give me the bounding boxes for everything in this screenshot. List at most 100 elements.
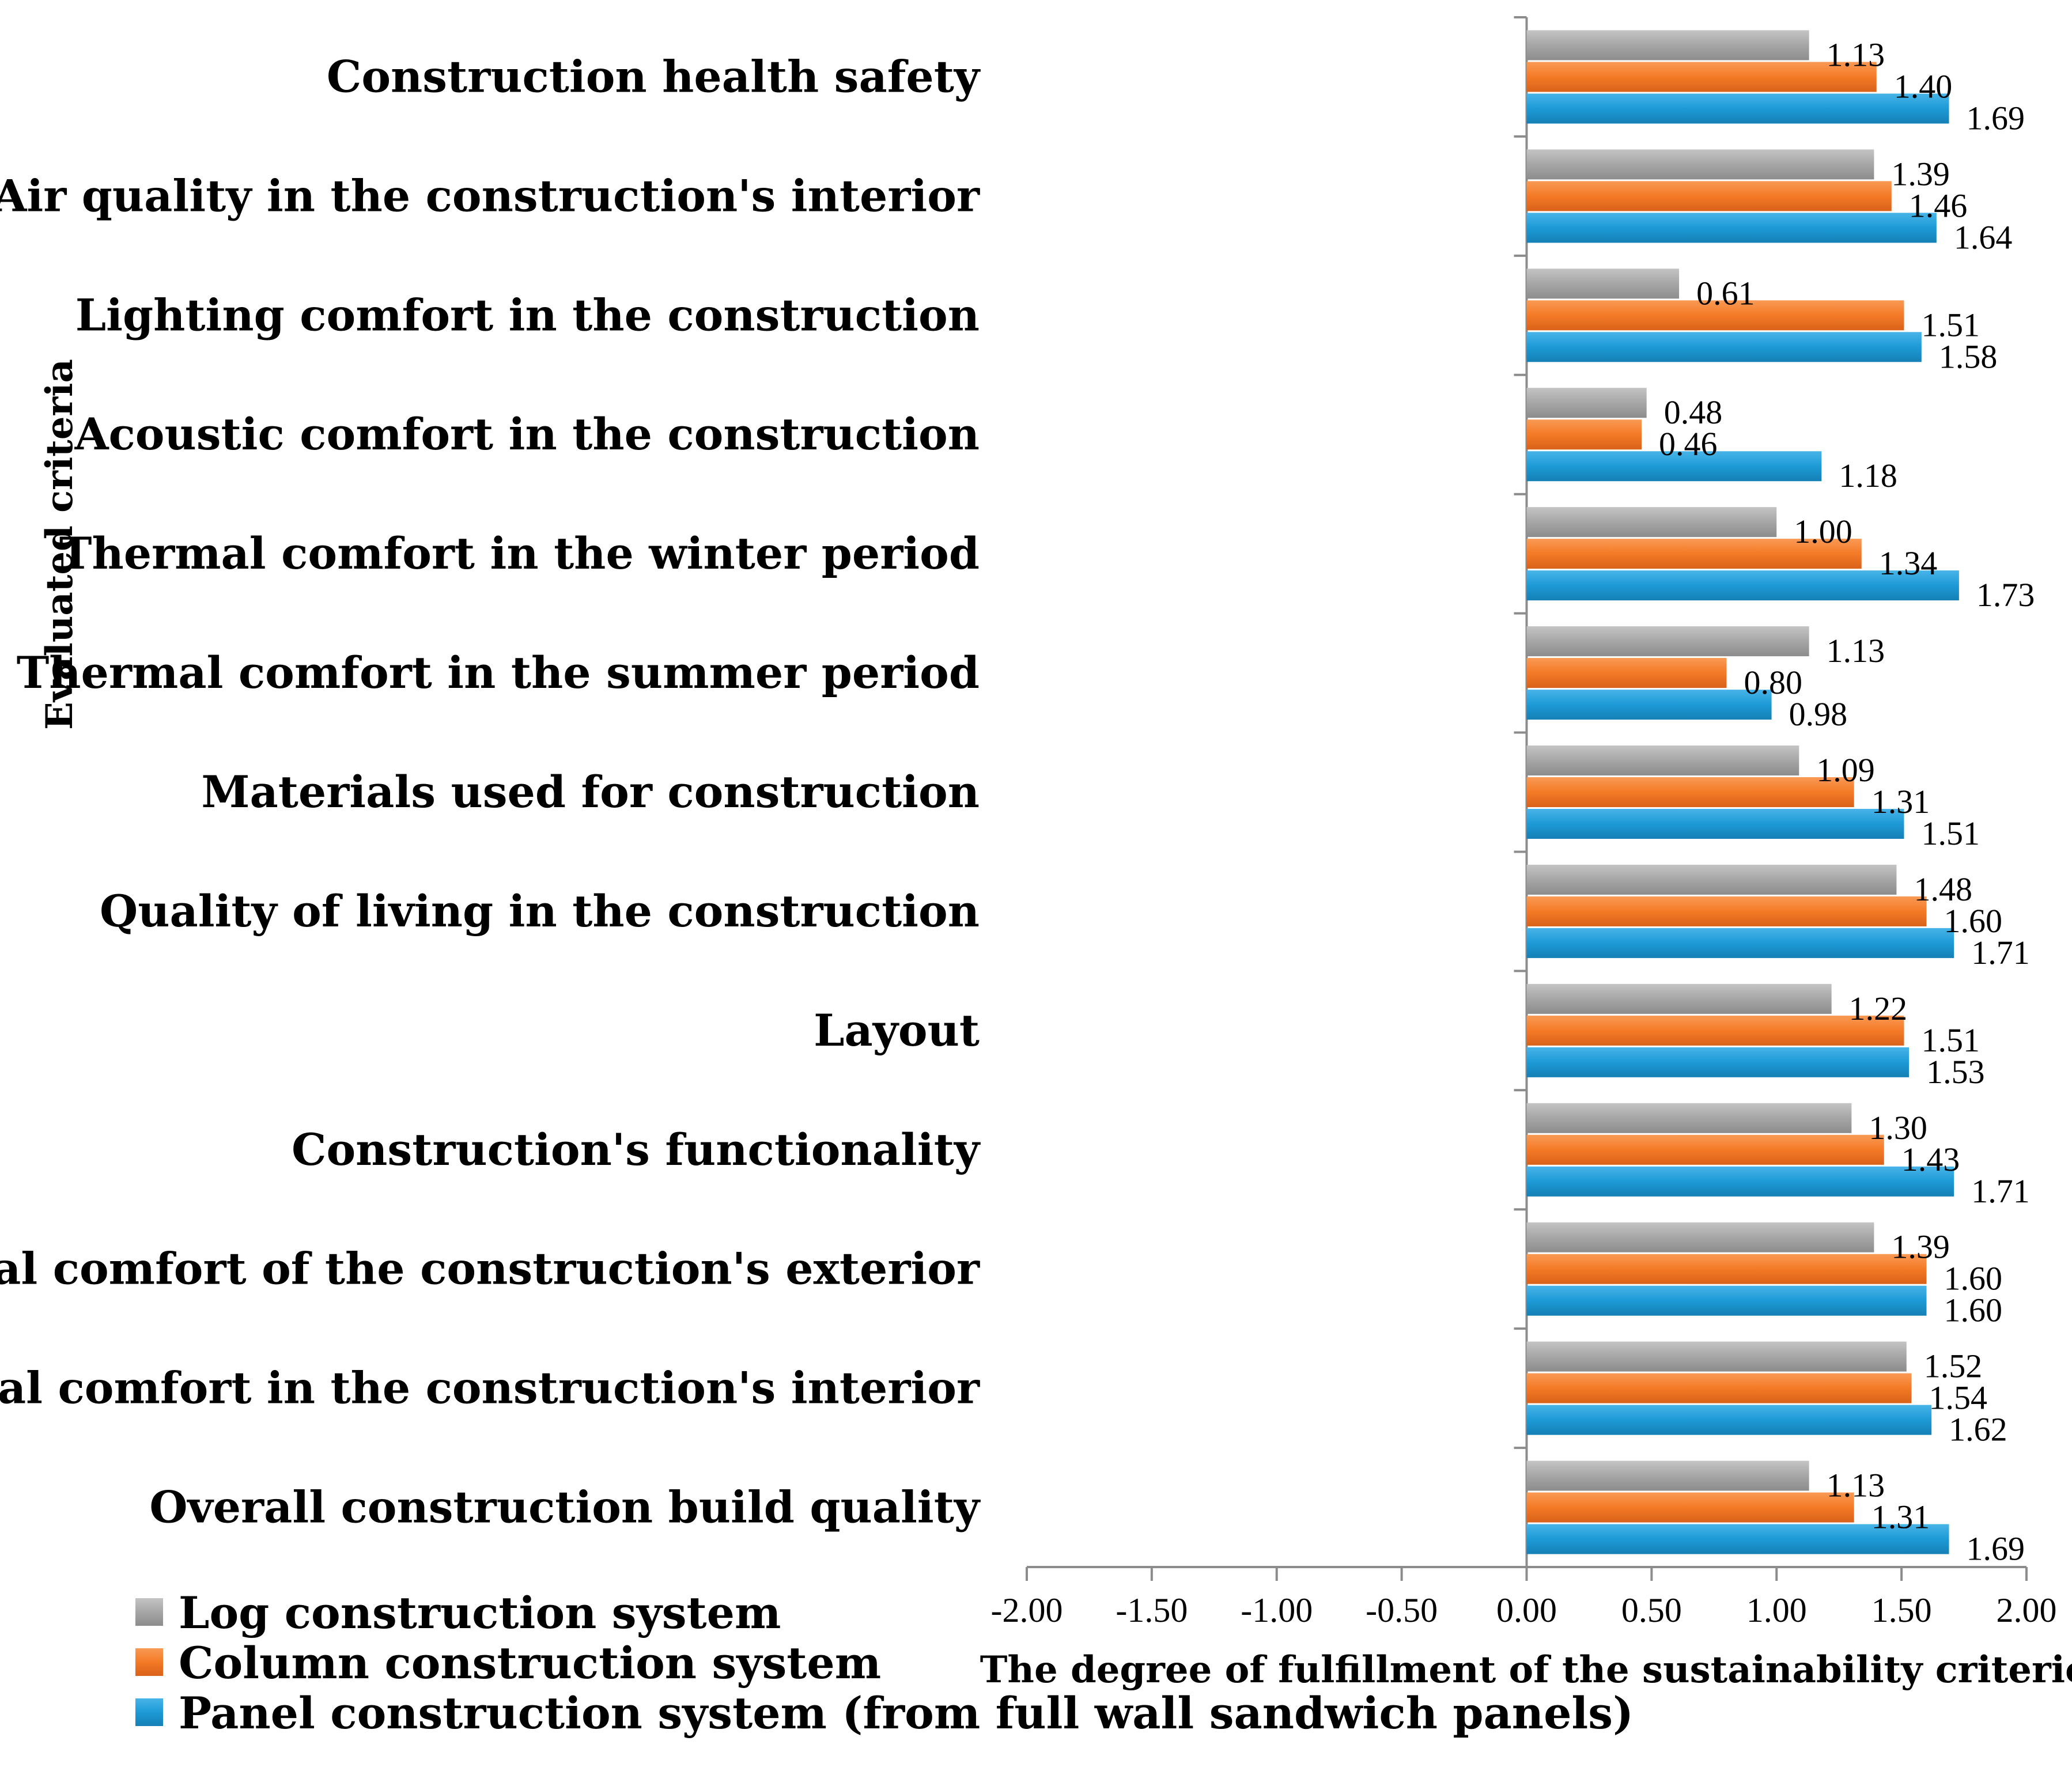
bar-column <box>1526 1134 1884 1165</box>
bar-log <box>1526 1341 1907 1372</box>
data-label: 1.71 <box>1971 934 2030 971</box>
data-label: 1.54 <box>1929 1379 1987 1417</box>
bar-panel <box>1526 690 1772 720</box>
bar-panel <box>1526 332 1922 362</box>
bar-log <box>1526 507 1777 538</box>
axes: -2.00 -1.50 -1.00 -0.50 0.00 0.50 1.00 1.50 2.00 <box>991 16 2057 1629</box>
category-label: Thermal comfort in the summer period <box>17 647 980 698</box>
category-label: Acoustic comfort in the construction <box>74 408 980 460</box>
data-label: 1.13 <box>1827 632 1885 669</box>
data-label: 1.31 <box>1871 1498 1930 1536</box>
bar-column <box>1526 777 1854 807</box>
bar-column <box>1526 539 1862 569</box>
x-axis-title: The degree of fulfillment of the sustain… <box>980 1648 2072 1691</box>
bar-panel <box>1526 1047 1910 1077</box>
x-tick-label: 0.50 <box>1621 1591 1682 1629</box>
bar-panel <box>1526 928 1954 958</box>
data-label: 1.64 <box>1954 218 2013 256</box>
data-label: 0.46 <box>1659 425 1718 463</box>
bars <box>1526 30 1959 1554</box>
bar-panel <box>1526 451 1822 482</box>
x-tick-label: 0.00 <box>1496 1591 1557 1629</box>
category-labels: Construction health safety Air quality in… <box>0 51 981 1532</box>
category-label: Quality of living in the construction <box>100 885 980 937</box>
x-tick-label: 1.00 <box>1746 1591 1807 1629</box>
bar-column <box>1526 181 1892 211</box>
bar-column <box>1526 1254 1927 1284</box>
category-label: Layout <box>814 1005 980 1056</box>
data-label: 1.13 <box>1827 1467 1885 1504</box>
category-label: Overall construction build quality <box>149 1482 981 1533</box>
bar-panel <box>1526 1524 1949 1554</box>
bar-panel <box>1526 93 1949 124</box>
data-label: 0.61 <box>1696 274 1755 312</box>
data-label: 1.43 <box>1901 1141 1960 1178</box>
data-label: 1.34 <box>1879 544 1938 582</box>
legend-item: Panel construction system (from full wal… <box>135 1687 1634 1739</box>
bar-column <box>1526 419 1642 450</box>
bar-log <box>1526 626 1809 657</box>
data-label: 1.62 <box>1949 1411 2007 1448</box>
legend-swatch <box>135 1698 163 1726</box>
data-label: 1.30 <box>1869 1109 1927 1146</box>
x-tick-label: 1.50 <box>1871 1591 1932 1629</box>
data-label: 1.09 <box>1816 751 1875 789</box>
category-label: Lighting comfort in the construction <box>75 289 980 340</box>
category-label: Construction's functionality <box>292 1124 981 1175</box>
bar-log <box>1526 388 1647 418</box>
data-label: 1.73 <box>1976 576 2035 614</box>
data-label: 1.60 <box>1944 1292 2003 1329</box>
x-tick-label: -1.50 <box>1116 1591 1188 1629</box>
category-label: Visual comfort in the construction's int… <box>0 1363 980 1414</box>
data-label: 1.31 <box>1871 783 1930 820</box>
bar-column <box>1526 62 1877 92</box>
data-label: 1.22 <box>1849 990 1908 1027</box>
data-label: 0.98 <box>1789 695 1848 733</box>
bar-log <box>1526 983 1832 1014</box>
data-label: 1.00 <box>1794 513 1852 550</box>
category-label: Materials used for construction <box>201 766 980 818</box>
data-label: 1.53 <box>1926 1053 1985 1091</box>
x-tick-label: 2.00 <box>1997 1591 2057 1629</box>
bar-log <box>1526 1460 1809 1491</box>
bar-panel <box>1526 809 1904 839</box>
data-labels: 1.131.401.691.391.461.640.611.511.580.48… <box>1659 36 2035 1567</box>
bar-panel <box>1526 213 1937 243</box>
bar-panel <box>1526 1166 1954 1197</box>
bar-panel <box>1526 1285 1927 1316</box>
data-label: 1.18 <box>1839 457 1897 494</box>
x-tick-label: -2.00 <box>991 1591 1063 1629</box>
data-label: 1.48 <box>1914 871 1972 908</box>
category-label: Construction health safety <box>327 51 981 102</box>
data-label: 1.13 <box>1827 36 1885 73</box>
bar-log <box>1526 864 1897 895</box>
data-label: 1.69 <box>1967 1530 2025 1568</box>
bar-column <box>1526 658 1727 688</box>
data-label: 1.51 <box>1921 815 1980 852</box>
bar-column <box>1526 300 1904 331</box>
y-axis-title: Evaluated criteria <box>38 359 81 730</box>
category-label: Thermal comfort in the winter period <box>59 528 980 579</box>
bar-column <box>1526 1015 1904 1046</box>
bar-log <box>1526 745 1799 775</box>
data-label: 1.71 <box>1971 1172 2030 1210</box>
bar-log <box>1526 30 1809 60</box>
data-label: 1.46 <box>1909 187 1968 224</box>
bar-column <box>1526 896 1927 926</box>
legend-item: Column construction system <box>135 1637 881 1689</box>
data-label: 0.80 <box>1744 664 1803 701</box>
data-label: 1.51 <box>1921 1021 1980 1059</box>
bar-panel <box>1526 570 1959 601</box>
bar-column <box>1526 1373 1912 1403</box>
data-label: 1.69 <box>1967 99 2025 137</box>
bar-column <box>1526 1492 1854 1523</box>
data-label: 1.39 <box>1891 1228 1950 1266</box>
data-label: 1.39 <box>1891 155 1950 192</box>
data-label: 1.52 <box>1924 1348 1983 1385</box>
legend-swatch <box>135 1648 163 1676</box>
data-label: 1.40 <box>1894 67 1953 105</box>
x-tick-label: -0.50 <box>1366 1591 1438 1629</box>
legend-swatch <box>135 1598 163 1626</box>
